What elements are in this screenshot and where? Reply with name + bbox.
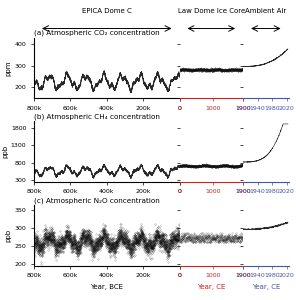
Text: (c) Atmospheric N₂O concentration: (c) Atmospheric N₂O concentration (34, 197, 160, 204)
Y-axis label: ppm: ppm (6, 60, 12, 76)
X-axis label: Year, CE: Year, CE (252, 284, 280, 290)
X-axis label: Year, BCE: Year, BCE (90, 284, 123, 290)
Text: EPICA Dome C: EPICA Dome C (82, 8, 132, 14)
Text: Ambient Air: Ambient Air (245, 8, 287, 14)
Y-axis label: ppb: ppb (6, 229, 12, 242)
Text: (b) Atmospheric CH₄ concentration: (b) Atmospheric CH₄ concentration (34, 113, 160, 120)
X-axis label: Year, CE: Year, CE (197, 284, 226, 290)
Text: (a) Atmospheric CO₂ concentration: (a) Atmospheric CO₂ concentration (34, 30, 160, 36)
Text: Law Dome Ice Core: Law Dome Ice Core (178, 8, 245, 14)
Y-axis label: ppb: ppb (2, 145, 8, 158)
